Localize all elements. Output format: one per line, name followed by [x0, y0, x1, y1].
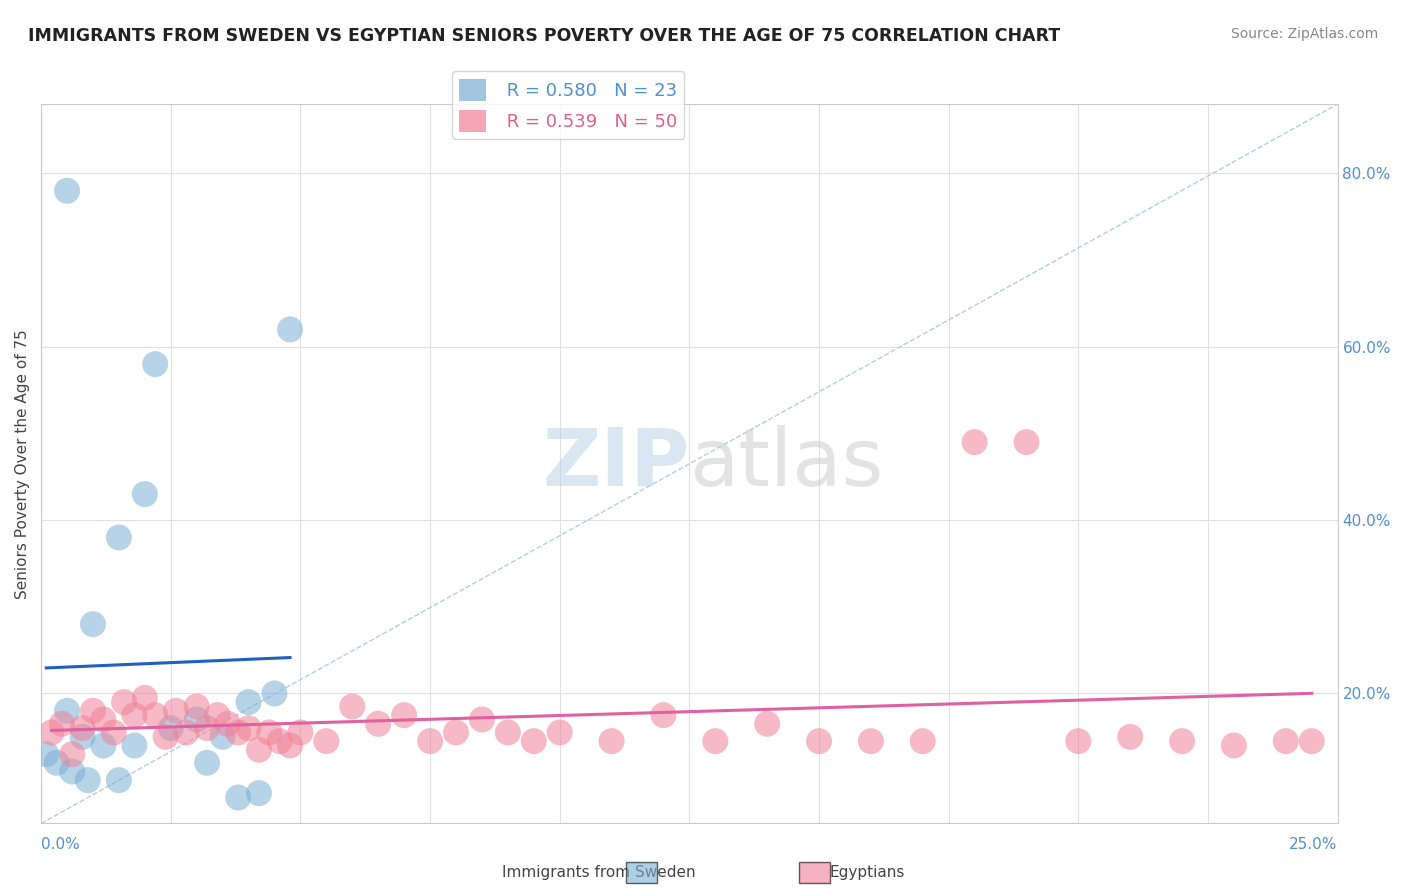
Point [82, 704, 104, 718]
Point [72, 730, 94, 744]
Point [124, 708, 146, 723]
Point [143, 357, 166, 371]
Point [247, 786, 270, 800]
Point [1171, 734, 1194, 748]
Point [911, 734, 934, 748]
Point [195, 721, 218, 735]
Point [548, 725, 571, 739]
Point [186, 699, 208, 714]
Point [1301, 734, 1323, 748]
Point [176, 725, 198, 739]
Point [93, 739, 115, 753]
Text: IMMIGRANTS FROM SWEDEN VS EGYPTIAN SENIORS POVERTY OVER THE AGE OF 75 CORRELATIO: IMMIGRANTS FROM SWEDEN VS EGYPTIAN SENIO… [28, 27, 1060, 45]
Point [217, 716, 239, 731]
Point [186, 713, 208, 727]
Point [704, 734, 727, 748]
Point [226, 790, 249, 805]
Point [45, 756, 67, 770]
Point [41, 725, 63, 739]
Point [471, 713, 494, 727]
Point [143, 708, 166, 723]
Point [159, 721, 181, 735]
Point [419, 734, 441, 748]
Point [652, 708, 675, 723]
Point [60, 764, 83, 779]
Text: Immigrants from Sweden: Immigrants from Sweden [502, 865, 696, 880]
Point [278, 739, 301, 753]
Point [247, 743, 270, 757]
Point [155, 730, 177, 744]
Point [600, 734, 623, 748]
Point [238, 721, 260, 735]
Point [1119, 730, 1142, 744]
Point [35, 747, 58, 761]
Text: Source: ZipAtlas.com: Source: ZipAtlas.com [1230, 27, 1378, 41]
Point [195, 756, 218, 770]
Text: 25.0%: 25.0% [1289, 837, 1337, 852]
Point [278, 322, 301, 336]
Point [1015, 435, 1038, 450]
Point [108, 773, 131, 788]
Point [392, 708, 415, 723]
Point [76, 773, 98, 788]
Text: 0.0%: 0.0% [41, 837, 80, 852]
Point [211, 730, 233, 744]
Point [134, 487, 156, 501]
Point [124, 739, 146, 753]
Point [112, 695, 135, 709]
Point [342, 699, 364, 714]
Point [259, 725, 281, 739]
Point [315, 734, 337, 748]
Point [72, 721, 94, 735]
Point [1067, 734, 1090, 748]
Point [263, 686, 285, 700]
Point [93, 713, 115, 727]
Point [1223, 739, 1246, 753]
Point [496, 725, 519, 739]
Point [1274, 734, 1296, 748]
Point [367, 716, 389, 731]
Point [238, 695, 260, 709]
Point [523, 734, 546, 748]
Point [290, 725, 312, 739]
Point [108, 531, 131, 545]
Point [60, 747, 83, 761]
Point [963, 435, 986, 450]
Point [51, 716, 73, 731]
Point [808, 734, 831, 748]
Point [756, 716, 779, 731]
Text: Egyptians: Egyptians [830, 865, 905, 880]
Point [859, 734, 882, 748]
Legend:  R = 0.580   N = 23,  R = 0.539   N = 50: R = 0.580 N = 23, R = 0.539 N = 50 [451, 71, 685, 139]
Y-axis label: Seniors Poverty Over the Age of 75: Seniors Poverty Over the Age of 75 [15, 329, 30, 599]
Point [82, 617, 104, 632]
Point [444, 725, 467, 739]
Point [165, 704, 187, 718]
Text: atlas: atlas [689, 425, 884, 503]
Point [207, 708, 229, 723]
Point [269, 734, 291, 748]
Point [134, 690, 156, 705]
Point [56, 704, 79, 718]
Point [56, 184, 79, 198]
Point [226, 725, 249, 739]
Point [103, 725, 125, 739]
Text: ZIP: ZIP [543, 425, 689, 503]
